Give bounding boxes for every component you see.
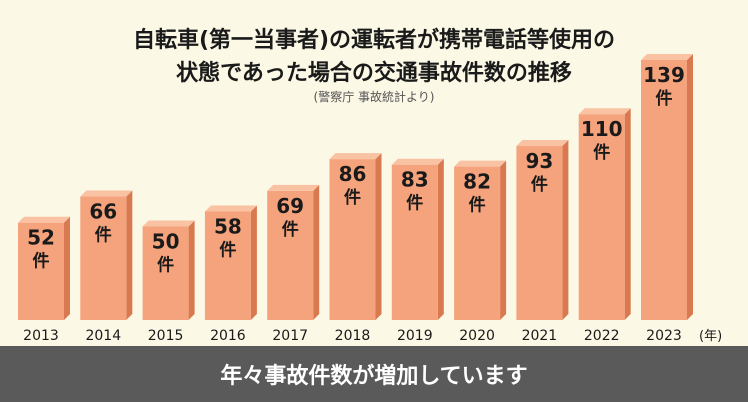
bar-side-2023	[687, 54, 693, 320]
bar-2015	[142, 226, 189, 320]
bar-value-label-2020: 82	[463, 170, 491, 194]
bar-unit-label-2015: 件	[157, 254, 174, 275]
x-tick-label-2022: 2022	[584, 328, 620, 344]
bar-unit-label-2019: 件	[406, 193, 423, 214]
bar-unit-label-2014: 件	[95, 225, 112, 246]
bar-2023	[641, 60, 687, 320]
caption-text: 年々事故件数が増加しています	[220, 364, 528, 389]
bar-value-label-2021: 93	[525, 149, 553, 173]
bar-top-2022	[578, 108, 631, 115]
bar-unit-label-2018: 件	[344, 187, 361, 208]
bar-side-2017	[313, 184, 320, 320]
bar-2016	[204, 211, 251, 320]
x-tick-label-2014: 2014	[85, 328, 121, 344]
bar-value-label-2022: 110	[581, 117, 623, 141]
bar-value-label-2017: 69	[276, 194, 304, 218]
bar-side-2013	[64, 216, 70, 320]
chart-title-line2: 状態であった場合の交通事故件数の推移	[176, 61, 572, 86]
bar-unit-label-2013: 件	[33, 251, 50, 272]
bar-value-label-2019: 83	[401, 168, 429, 192]
bar-top-2014	[80, 190, 133, 197]
bar-unit-label-2016: 件	[219, 240, 236, 261]
bar-unit-label-2022: 件	[593, 142, 610, 163]
bar-top-2013	[18, 216, 70, 223]
bar-top-2021	[516, 140, 569, 147]
bar-top-2016	[204, 205, 257, 212]
x-tick-label-2020: 2020	[459, 328, 495, 344]
x-tick-label-2015: 2015	[148, 328, 184, 344]
bar-2022	[578, 114, 625, 321]
bar-top-2015	[142, 220, 195, 227]
x-tick-label-2016: 2016	[210, 328, 246, 344]
x-tick-label-2018: 2018	[335, 328, 371, 344]
bar-unit-label-2017: 件	[282, 219, 299, 240]
bar-value-label-2014: 66	[89, 200, 117, 224]
x-tick-label-2021: 2021	[522, 328, 558, 344]
bar-2021	[516, 146, 563, 320]
chart-source-note: (警察庁 事故統計より)	[313, 90, 435, 104]
chart-title-line1: 自転車(第一当事者)の運転者が携帯電話等使用の	[132, 28, 616, 53]
bar-2019	[391, 164, 438, 320]
bar-value-label-2013: 52	[27, 226, 55, 250]
bar-top-2023	[641, 54, 693, 60]
bar-top-2020	[454, 160, 507, 167]
bar-value-label-2016: 58	[214, 215, 242, 239]
bar-value-label-2018: 86	[339, 162, 367, 186]
bar-unit-label-2023: 件	[656, 88, 673, 109]
bar-top-2017	[267, 184, 320, 191]
x-tick-label-2019: 2019	[397, 328, 433, 344]
bar-side-2015	[188, 220, 195, 320]
bar-side-2022	[624, 108, 631, 321]
bar-2013	[18, 222, 64, 320]
x-axis-label: (年)	[699, 329, 722, 344]
bar-side-2019	[437, 158, 444, 320]
bar-value-label-2015: 50	[152, 229, 180, 253]
bar-side-2021	[562, 140, 569, 320]
bar-side-2020	[500, 160, 507, 320]
bar-2020	[454, 166, 501, 320]
bar-2017	[267, 190, 314, 320]
bar-side-2016	[250, 205, 257, 320]
x-tick-label-2023: 2023	[646, 328, 682, 344]
caption-bar: 年々事故件数が増加しています	[0, 346, 748, 402]
x-tick-label-2017: 2017	[272, 328, 308, 344]
bar-unit-label-2020: 件	[469, 195, 486, 216]
bar-top-2018	[329, 153, 382, 160]
bar-top-2019	[391, 158, 444, 165]
bar-2014	[80, 196, 127, 320]
bar-side-2018	[375, 153, 382, 320]
bar-side-2014	[126, 190, 133, 320]
bar-2018	[329, 159, 376, 320]
bar-unit-label-2021: 件	[531, 174, 548, 195]
bar-value-label-2023: 139	[643, 63, 685, 87]
bar-chart: 52件201366件201450件201558件201669件201786件20…	[18, 54, 722, 344]
x-tick-label-2013: 2013	[23, 328, 59, 344]
